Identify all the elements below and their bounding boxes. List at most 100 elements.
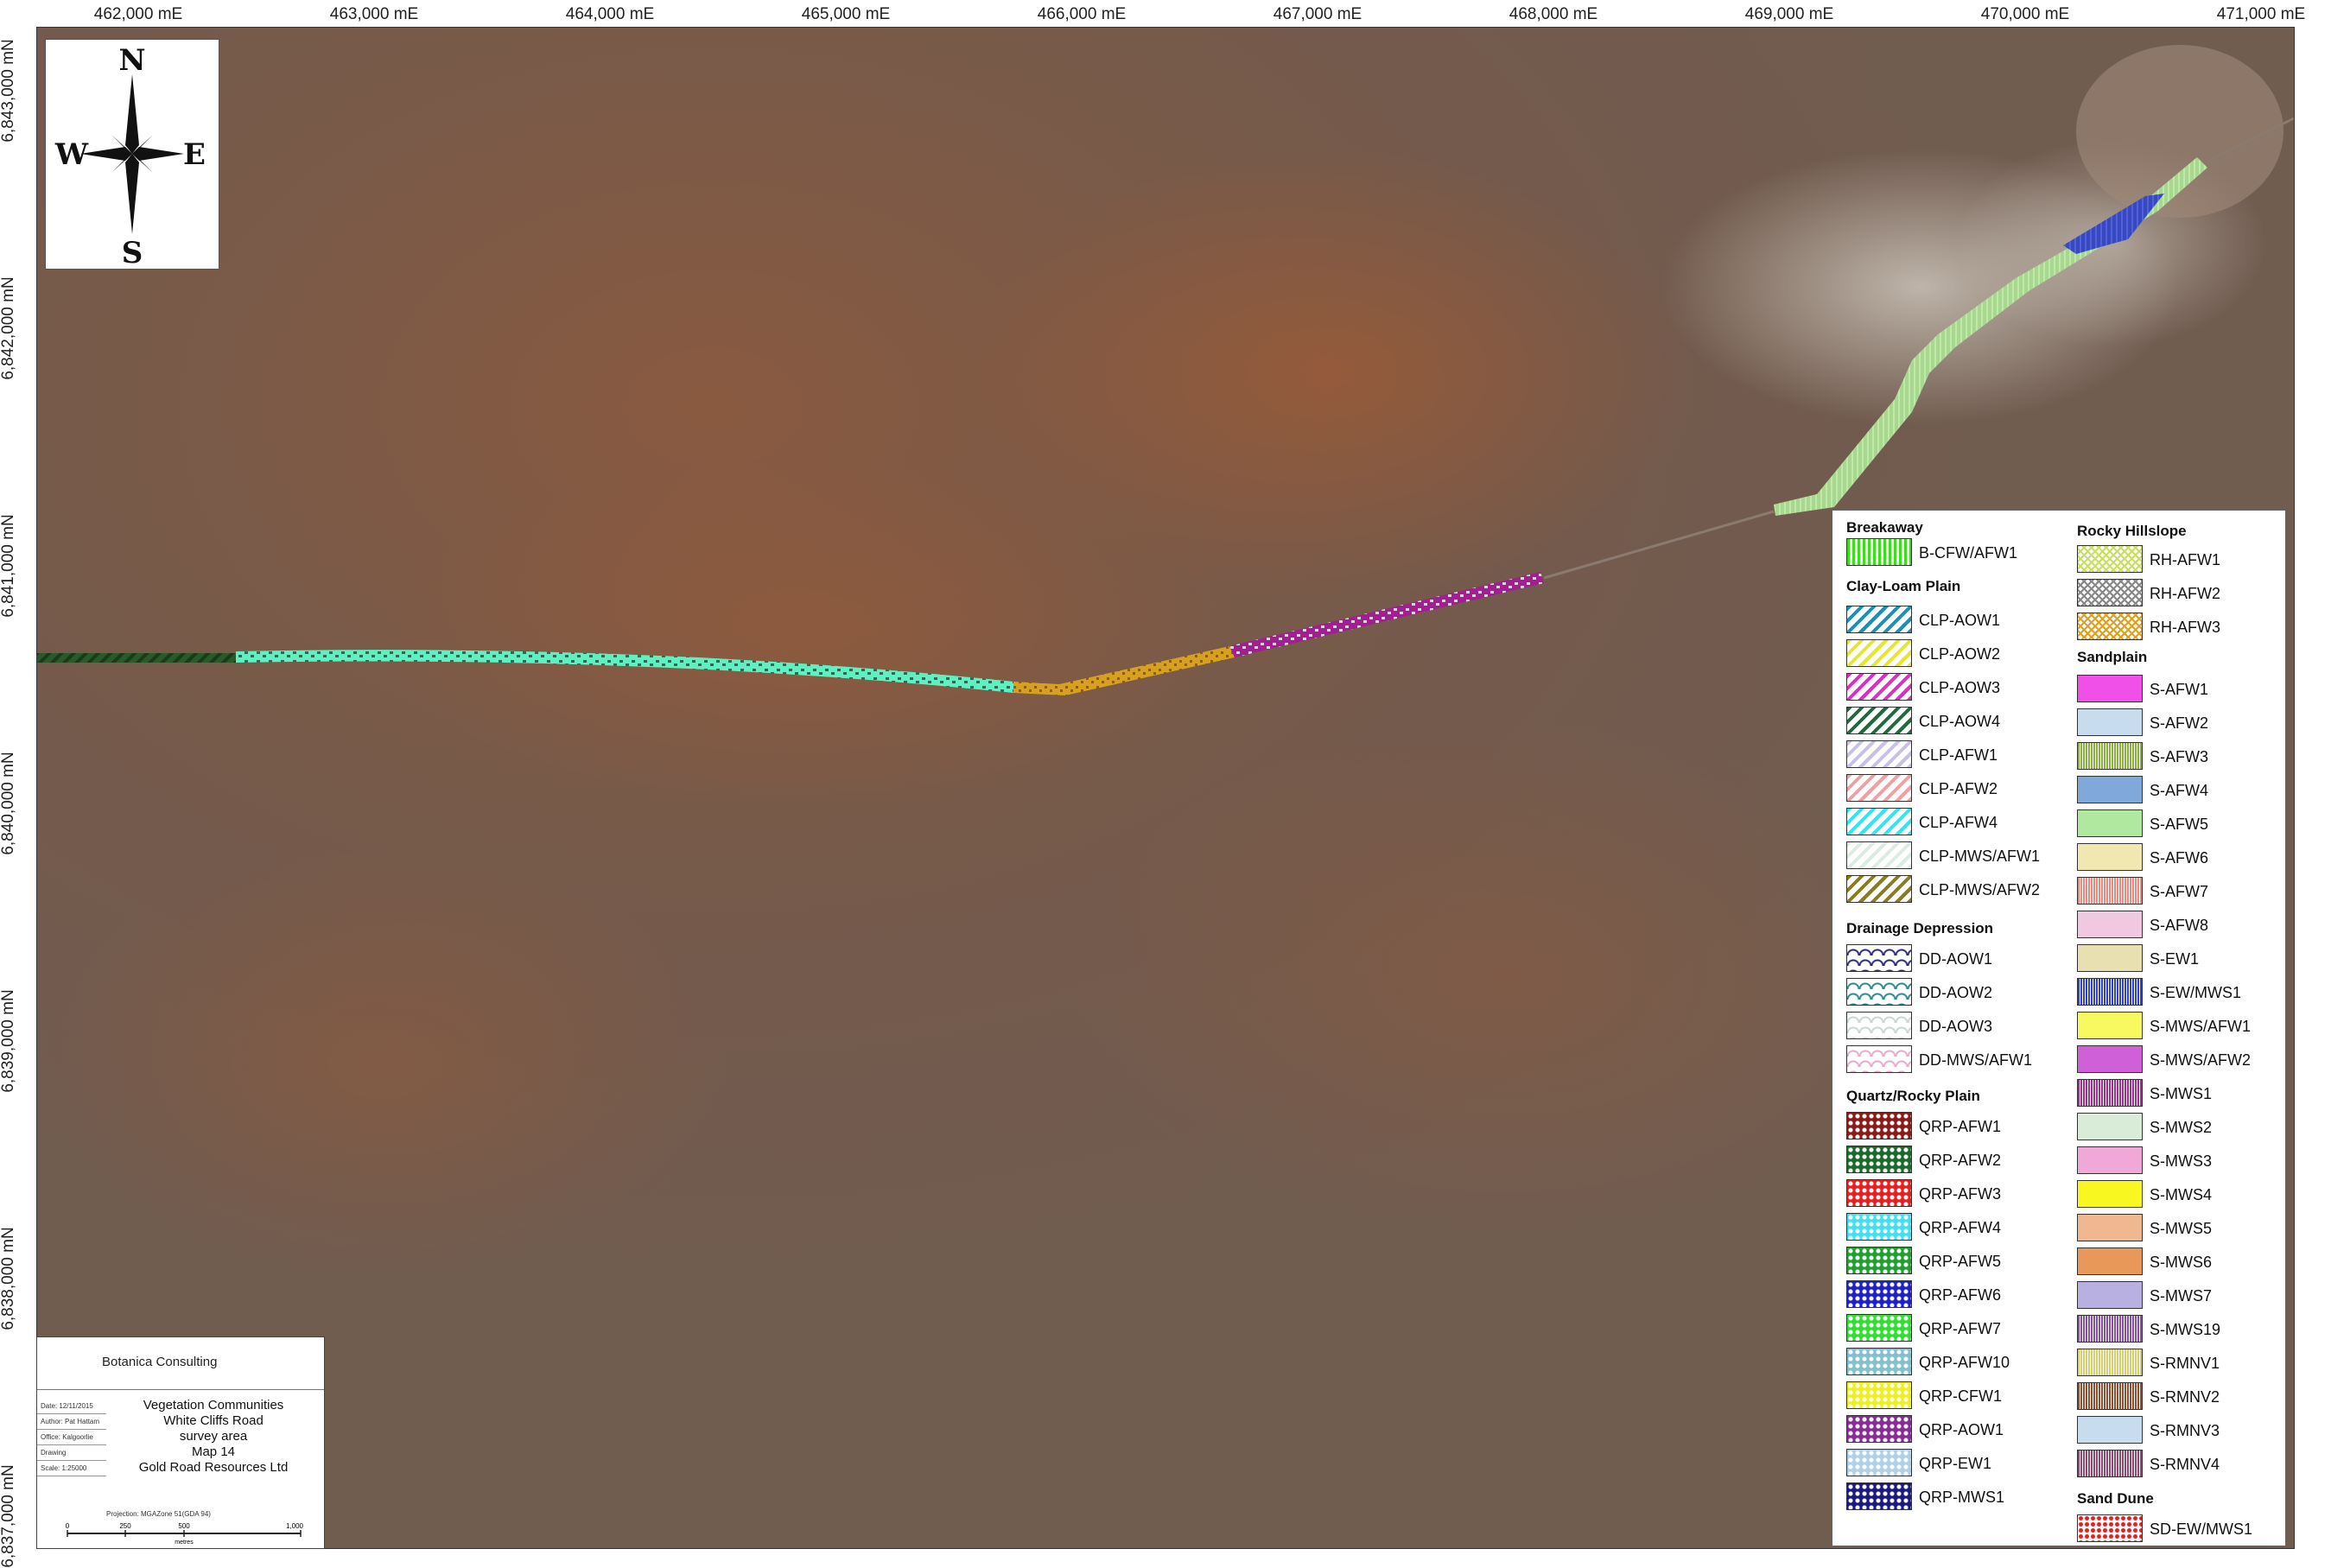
- legend-item: S-AFW3: [2077, 742, 2284, 771]
- legend-item: QRP-AFW10: [1846, 1348, 2054, 1377]
- legend-label: DD-AOW3: [1919, 1018, 1992, 1035]
- legend-item: QRP-AOW1: [1846, 1415, 2054, 1444]
- legend-label: CLP-AFW2: [1919, 780, 1998, 797]
- meta-field: Scale: 1:25000: [41, 1464, 87, 1472]
- legend-label: S-AFW6: [2150, 849, 2209, 867]
- meta-field: Author: Pat Hattam: [41, 1418, 100, 1425]
- legend-swatch: [1846, 1179, 1912, 1207]
- legend-swatch: [2077, 776, 2143, 803]
- legend-label: RH-AFW2: [2150, 585, 2220, 602]
- legend-swatch: [2077, 1281, 2143, 1309]
- legend-item: QRP-AFW7: [1846, 1314, 2054, 1343]
- legend-swatch: [1846, 1482, 1912, 1510]
- legend-label: QRP-AFW3: [1919, 1185, 2002, 1203]
- legend-item: S-RMNV1: [2077, 1349, 2284, 1378]
- legend-label: S-AFW2: [2150, 714, 2209, 732]
- legend-swatch: [2077, 579, 2143, 606]
- map-title: Vegetation Communities White Cliffs Road…: [106, 1398, 321, 1476]
- northing-tick-label: 6,838,000 mN: [0, 1227, 17, 1330]
- legend-label: DD-AOW2: [1919, 984, 1992, 1001]
- legend-swatch: [1846, 1045, 1912, 1073]
- legend-label: QRP-AFW4: [1919, 1219, 2002, 1236]
- legend-heading: Rocky Hillslope: [2077, 523, 2187, 539]
- legend-item: S-MWS1: [2077, 1079, 2284, 1108]
- legend-item: QRP-CFW1: [1846, 1381, 2054, 1411]
- legend-heading: Drainage Depression: [1846, 920, 1994, 936]
- satellite-map[interactable]: [37, 28, 2294, 1548]
- north-label: N: [118, 43, 145, 78]
- map-legend: Breakaway B-CFW/AFW1 Clay-Loam Plain CLP-AO…: [1832, 510, 2286, 1546]
- legend-item: DD-AOW1: [1846, 944, 2054, 974]
- title-block: Botanica Consulting Vegetation Communiti…: [36, 1336, 325, 1549]
- legend-swatch: [1846, 1247, 1912, 1274]
- legend-label: QRP-AOW1: [1919, 1421, 2004, 1438]
- legend-heading: Sandplain: [2077, 649, 2148, 665]
- legend-swatch: [2077, 742, 2143, 770]
- easting-tick-label: 468,000 mE: [1508, 5, 1598, 23]
- legend-swatch: [1846, 1280, 1912, 1308]
- title-line: White Cliffs Road: [163, 1413, 264, 1428]
- legend-swatch: [1846, 740, 1912, 768]
- strip-purple-segment: [1229, 572, 1544, 657]
- legend-item: CLP-AOW2: [1846, 639, 2054, 669]
- legend-item: S-MWS7: [2077, 1281, 2284, 1311]
- legend-label: S-RMNV1: [2150, 1355, 2220, 1372]
- northing-tick-label: 6,837,000 mN: [0, 1464, 17, 1568]
- meta-field: Date: 12/11/2015: [41, 1402, 93, 1410]
- legend-label: B-CFW/AFW1: [1919, 544, 2017, 562]
- legend-item: CLP-MWS/AFW1: [1846, 841, 2054, 871]
- legend-item: S-MWS4: [2077, 1180, 2284, 1209]
- legend-item: DD-MWS/AFW1: [1846, 1045, 2054, 1075]
- northing-tick-label: 6,839,000 mN: [0, 989, 17, 1093]
- legend-label: QRP-EW1: [1919, 1455, 1992, 1472]
- legend-item: QRP-AFW2: [1846, 1146, 2054, 1175]
- company-panel: Botanica Consulting: [37, 1337, 324, 1390]
- legend-swatch: [2077, 1416, 2143, 1444]
- legend-item: QRP-AFW4: [1846, 1213, 2054, 1242]
- strip-gold-segment: [1013, 646, 1235, 695]
- legend-item: CLP-AFW4: [1846, 808, 2054, 837]
- legend-swatch: [2077, 1012, 2143, 1039]
- legend-swatch: [1846, 673, 1912, 701]
- legend-label: S-AFW4: [2150, 782, 2209, 799]
- legend-swatch: [2077, 1146, 2143, 1174]
- legend-label: S-RMNV4: [2150, 1456, 2220, 1473]
- scale-tick-label: 0: [66, 1523, 70, 1530]
- legend-item: B-CFW/AFW1: [1846, 538, 2054, 568]
- map-frame[interactable]: [36, 27, 2295, 1549]
- legend-label: S-MWS5: [2150, 1220, 2212, 1237]
- legend-item: QRP-EW1: [1846, 1449, 2054, 1478]
- legend-item: QRP-AFW3: [1846, 1179, 2054, 1209]
- legend-swatch: [1846, 538, 1912, 566]
- legend-swatch: [2077, 1514, 2143, 1542]
- legend-item: RH-AFW2: [2077, 579, 2284, 608]
- legend-swatch: [2077, 1113, 2143, 1140]
- legend-label: CLP-AOW4: [1919, 713, 2001, 730]
- legend-item: CLP-AFW1: [1846, 740, 2054, 770]
- legend-label: S-AFW7: [2150, 883, 2209, 900]
- legend-heading: Quartz/Rocky Plain: [1846, 1088, 1980, 1104]
- legend-item: S-AFW4: [2077, 776, 2284, 805]
- scale-unit-label: metres: [175, 1539, 194, 1545]
- legend-label: CLP-MWS/AFW1: [1919, 847, 2041, 865]
- legend-item: S-AFW2: [2077, 708, 2284, 738]
- legend-swatch: [1846, 707, 1912, 734]
- legend-swatch: [1846, 841, 1912, 869]
- legend-label: CLP-AOW3: [1919, 679, 2001, 696]
- legend-item: CLP-AFW2: [1846, 774, 2054, 803]
- legend-item: QRP-AFW6: [1846, 1280, 2054, 1310]
- legend-swatch: [2077, 809, 2143, 837]
- legend-item: DD-AOW3: [1846, 1012, 2054, 1041]
- legend-label: CLP-AOW2: [1919, 645, 2001, 663]
- strip-blue-segment: [2063, 194, 2164, 254]
- legend-label: QRP-AFW2: [1919, 1152, 2002, 1169]
- legend-label: QRP-AFW10: [1919, 1354, 2010, 1371]
- legend-swatch: [1846, 1348, 1912, 1375]
- company-name: Botanica Consulting: [102, 1355, 218, 1369]
- west-label: W: [54, 137, 89, 172]
- easting-tick-label: 469,000 mE: [1744, 5, 1834, 23]
- legend-swatch: [1846, 1146, 1912, 1173]
- legend-swatch: [2077, 1349, 2143, 1376]
- legend-swatch: [2077, 1450, 2143, 1477]
- meta-field: Office: Kalgoorlie: [41, 1433, 93, 1441]
